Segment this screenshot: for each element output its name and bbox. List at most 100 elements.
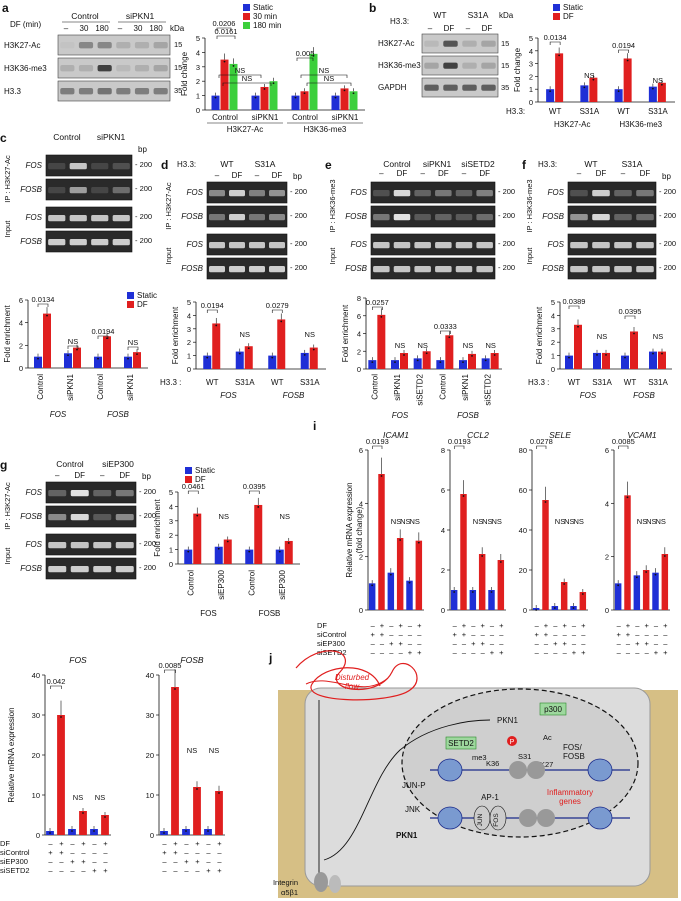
i-sign: + xyxy=(370,630,375,639)
d-y-tick-label: 0 xyxy=(187,365,191,374)
c-mw: - 200 xyxy=(135,184,152,193)
e-bar xyxy=(468,353,476,369)
a-sig-bracket xyxy=(222,82,272,86)
j-k27: K27 xyxy=(540,760,553,769)
h-sign: – xyxy=(48,839,53,848)
e-gel-band xyxy=(455,265,473,273)
b-blot-background xyxy=(421,77,499,98)
i-sign: + xyxy=(417,648,422,657)
g-gel-background xyxy=(45,481,137,504)
j-inflammatory: Inflammatory xyxy=(547,788,593,797)
f-x-mark: FOS xyxy=(580,391,597,400)
g-gel-band xyxy=(115,513,134,521)
b-x-label: S31A xyxy=(648,107,668,116)
h-sign: + xyxy=(103,866,108,875)
legend-label: Static xyxy=(137,291,157,300)
e-x-label: siPKN1 xyxy=(461,373,470,400)
b-y-tick-label: 2 xyxy=(529,72,533,81)
i-sign: – xyxy=(371,648,376,657)
i-sign: + xyxy=(398,621,403,630)
i-sign: + xyxy=(462,630,467,639)
f-point xyxy=(633,332,635,335)
a-sig-label: NS xyxy=(242,74,252,83)
h-sign: + xyxy=(59,848,64,857)
a-blot-background xyxy=(57,57,171,79)
g-y-tick-label: 2 xyxy=(169,531,173,540)
d-point xyxy=(215,324,218,327)
f-x-label: WT xyxy=(568,378,581,387)
i-y-tick-label: 4 xyxy=(359,499,363,508)
i-sign: + xyxy=(462,621,467,630)
e-mw: - 200 xyxy=(498,263,515,272)
b-y-tick-label: 5 xyxy=(529,34,533,43)
b-sig-label: 0.0134 xyxy=(544,33,567,42)
j-jun: JUN xyxy=(477,813,484,826)
a-blot-band xyxy=(134,88,150,95)
b-blot-band xyxy=(424,40,439,47)
i-sign: + xyxy=(380,621,385,630)
j-integrin-label: α5β1 xyxy=(281,888,298,897)
i-sign: + xyxy=(635,639,640,648)
g-gel-background xyxy=(45,557,137,580)
f-x-mark: FOSB xyxy=(633,391,655,400)
g-x-label: Control xyxy=(186,570,195,596)
panel-letter: i xyxy=(313,419,316,433)
a-x-mark: H3K27-Ac xyxy=(227,125,263,134)
f-gel-background xyxy=(567,257,657,280)
i-sign: – xyxy=(635,621,640,630)
d-row-label: FOSB xyxy=(181,212,203,221)
e-gel-band xyxy=(435,265,452,273)
b-mw: 15 xyxy=(501,61,509,70)
c-mw: - 200 xyxy=(135,160,152,169)
i-sign: – xyxy=(453,639,458,648)
i-sig-label: 0.0085 xyxy=(612,437,635,446)
d-lane-label: – xyxy=(215,171,220,180)
d-gel-background xyxy=(206,205,288,228)
g-y-tick-label: 4 xyxy=(169,502,173,511)
c-gel-band xyxy=(91,214,109,222)
d-mw: - 200 xyxy=(290,239,307,248)
a-point xyxy=(294,96,297,99)
e-y-tick-label: 4 xyxy=(357,330,361,339)
e-point xyxy=(371,361,374,364)
d-x-mark: FOSB xyxy=(283,391,305,400)
b-y-tick-label: 3 xyxy=(529,60,533,69)
c-x-mark: FOSB xyxy=(107,410,129,419)
h-sign: + xyxy=(173,848,178,857)
g-bar xyxy=(214,546,223,564)
a-point xyxy=(312,54,315,57)
h-sig-label: 0.0085 xyxy=(159,661,182,670)
f-y-tick-label: 5 xyxy=(551,298,555,307)
e-gel-band xyxy=(414,241,431,249)
j-me3: me3 xyxy=(472,753,487,762)
i-sign: – xyxy=(471,621,476,630)
i-sign: – xyxy=(635,648,640,657)
i-gene-title: ICAM1 xyxy=(383,430,409,440)
i-sign: + xyxy=(389,639,394,648)
g-x-mark: FOS xyxy=(200,609,216,618)
b-lane-label: DF xyxy=(482,24,493,33)
h-point xyxy=(93,830,95,832)
i-y-tick-label: 0 xyxy=(441,606,445,615)
a-sig-label: 0.0206 xyxy=(213,19,236,28)
h-row-label: siControl xyxy=(0,848,30,857)
f-y-tick-label: 4 xyxy=(551,311,555,320)
d-point xyxy=(280,320,283,323)
d-x-label: S31A xyxy=(235,378,255,387)
g-x-label: siEP300 xyxy=(217,569,226,599)
c-sig-bracket xyxy=(67,345,79,349)
f-point xyxy=(568,356,570,359)
h-sign: – xyxy=(48,866,53,875)
e-gel-band xyxy=(414,213,431,221)
j-flow-label: Disturbed xyxy=(335,673,370,682)
i-sig-label: NS xyxy=(637,517,647,526)
i-sig-label: NS xyxy=(555,517,565,526)
g-x-mark: FOSB xyxy=(259,609,281,618)
h-sig-label: NS xyxy=(187,746,197,755)
i-point xyxy=(535,609,538,611)
b-bar xyxy=(623,58,632,102)
i-sign: – xyxy=(617,639,622,648)
h-sign: + xyxy=(103,839,108,848)
e-bar xyxy=(368,360,377,369)
d-bp: bp xyxy=(293,172,302,181)
